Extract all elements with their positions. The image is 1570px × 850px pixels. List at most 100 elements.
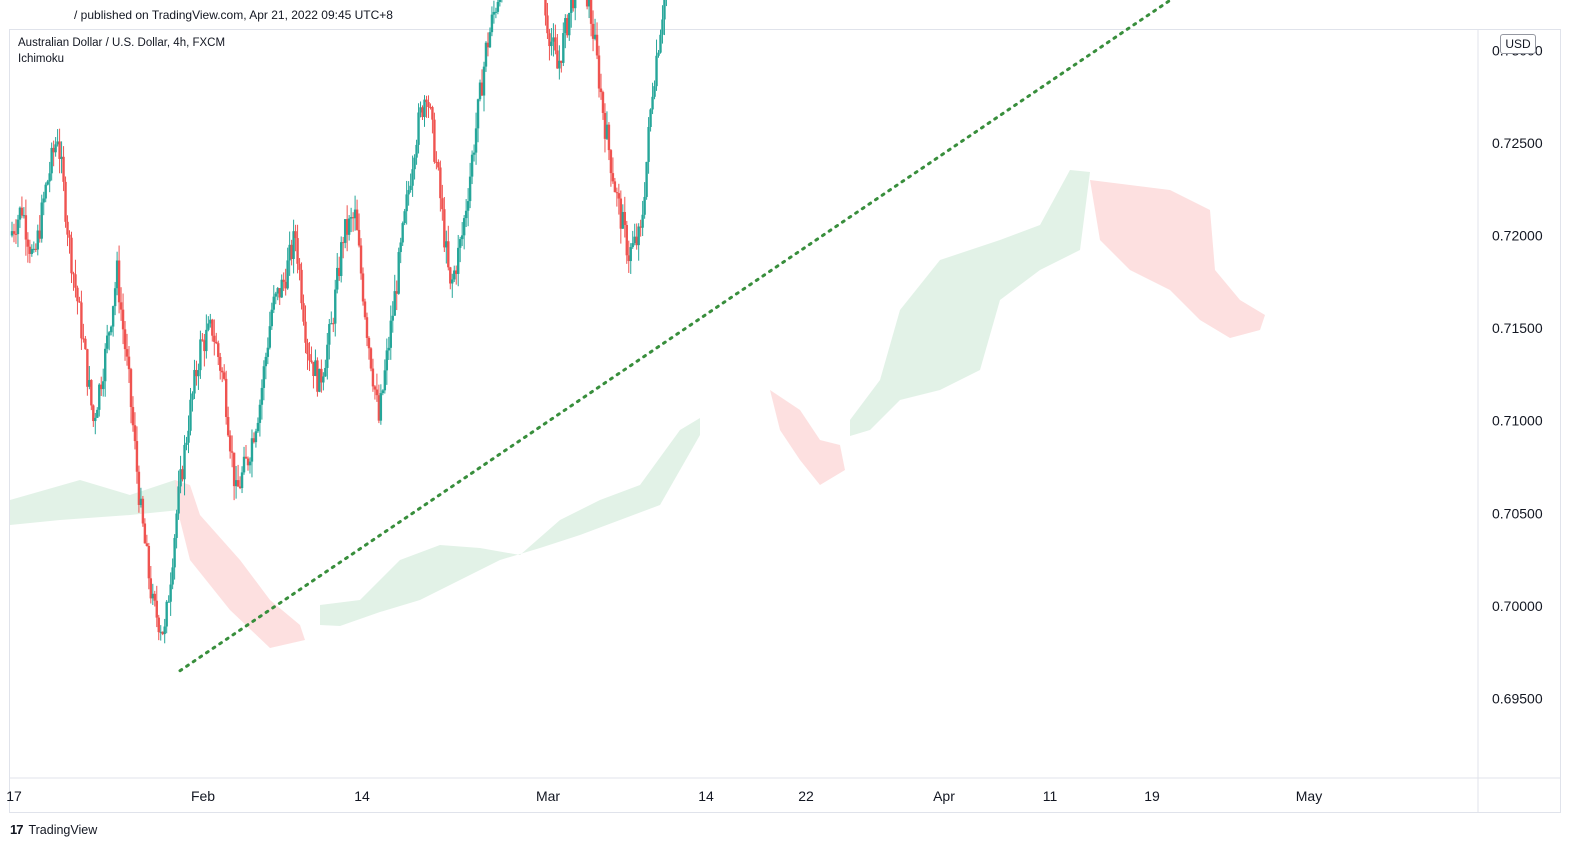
candle-body (219, 356, 222, 371)
candle-body (421, 107, 424, 118)
currency-button[interactable]: USD (1500, 34, 1536, 54)
candle-body (183, 444, 186, 480)
y-tick-label: 0.71500 (1492, 320, 1543, 336)
candle-body (343, 219, 347, 243)
candle-body (409, 185, 412, 191)
candle-body (246, 458, 250, 466)
candle-body (599, 88, 603, 93)
candle-body (562, 33, 565, 63)
candle-body (375, 389, 379, 396)
candle-body (490, 14, 494, 33)
candle-body (288, 244, 291, 261)
candle-body (324, 367, 327, 377)
candle-body (544, 0, 547, 16)
candle-body (464, 210, 468, 219)
x-tick-label: May (1296, 788, 1322, 804)
candle-body (550, 41, 553, 47)
candle-body (417, 112, 420, 145)
candle-body (385, 350, 389, 371)
candle-body (657, 52, 660, 56)
candle-body (207, 323, 210, 330)
candle-body (419, 107, 422, 113)
candle-body (30, 248, 34, 254)
candle-body (230, 451, 234, 453)
candle-body (224, 378, 228, 417)
candle-body (308, 354, 311, 361)
x-tick-label: Apr (933, 788, 955, 804)
ichimoku-cloud (10, 170, 1265, 648)
candle-body (572, 0, 575, 9)
footer: 17 TradingView (10, 822, 97, 837)
candle-body (102, 381, 105, 390)
candle-body (88, 380, 91, 387)
candle-body (338, 267, 341, 276)
candle-body (347, 218, 351, 235)
y-tick-label: 0.69500 (1492, 691, 1543, 707)
candle-body (80, 302, 83, 339)
candle-body (165, 601, 168, 627)
candle-body (643, 196, 646, 215)
candle-body (64, 181, 67, 222)
cloud-green-area (850, 170, 1090, 436)
symbol-title: Australian Dollar / U.S. Dollar, 4h, FXC… (18, 37, 226, 49)
candle-body (117, 260, 121, 303)
candle-body (363, 301, 367, 318)
candle-body (187, 430, 190, 443)
candle-body (40, 202, 43, 239)
x-tick-label: 11 (1043, 788, 1058, 804)
candle-body (111, 306, 115, 327)
candle-body (286, 260, 289, 289)
candle-body (84, 338, 87, 350)
candle-body (474, 128, 478, 153)
candle-body (605, 124, 609, 139)
candle-body (451, 279, 454, 284)
candle-body (143, 523, 147, 544)
candle-body (377, 395, 381, 421)
candle-body (383, 370, 387, 391)
published-info: / published on TradingView.com, Apr 21, … (74, 8, 393, 22)
x-tick-label: Mar (536, 788, 560, 804)
candle-body (26, 239, 30, 247)
candle-body (292, 231, 295, 259)
y-tick-label: 0.70500 (1492, 505, 1543, 521)
candle-body (312, 362, 315, 376)
candle-body (466, 201, 470, 211)
candle-body (486, 42, 490, 48)
candle-body (631, 243, 634, 248)
candle-body (157, 617, 160, 633)
candle-body (56, 141, 59, 145)
candle-body (318, 368, 321, 392)
candle-body (36, 230, 39, 250)
candle-body (161, 631, 164, 635)
candle-body (169, 584, 172, 602)
candle-body (345, 219, 349, 235)
candle-body (441, 198, 444, 210)
candle-body (357, 229, 361, 246)
chart-frame (9, 29, 1561, 813)
candle-body (34, 248, 37, 250)
candle-body (449, 267, 452, 284)
x-tick-label: 17 (6, 788, 22, 804)
candle-body (66, 221, 69, 235)
candle-body (570, 0, 573, 13)
candle-body (395, 291, 398, 294)
candle-body (264, 356, 268, 367)
candle-body (173, 537, 176, 568)
candle-body (302, 303, 305, 322)
candle-body (617, 193, 621, 199)
candle-body (306, 342, 309, 355)
candle-body (379, 393, 383, 421)
candle-body (159, 631, 162, 633)
candle-body (387, 347, 391, 351)
y-tick-label: 0.71000 (1492, 413, 1543, 429)
candle-body (585, 0, 589, 7)
candle-body (76, 287, 79, 302)
candle-body (94, 417, 97, 422)
candle-body (163, 626, 166, 635)
candle-body (215, 341, 218, 344)
candle-body (199, 339, 202, 371)
candle-body (633, 236, 636, 244)
candle-body (330, 323, 333, 325)
candle-body (304, 321, 307, 343)
